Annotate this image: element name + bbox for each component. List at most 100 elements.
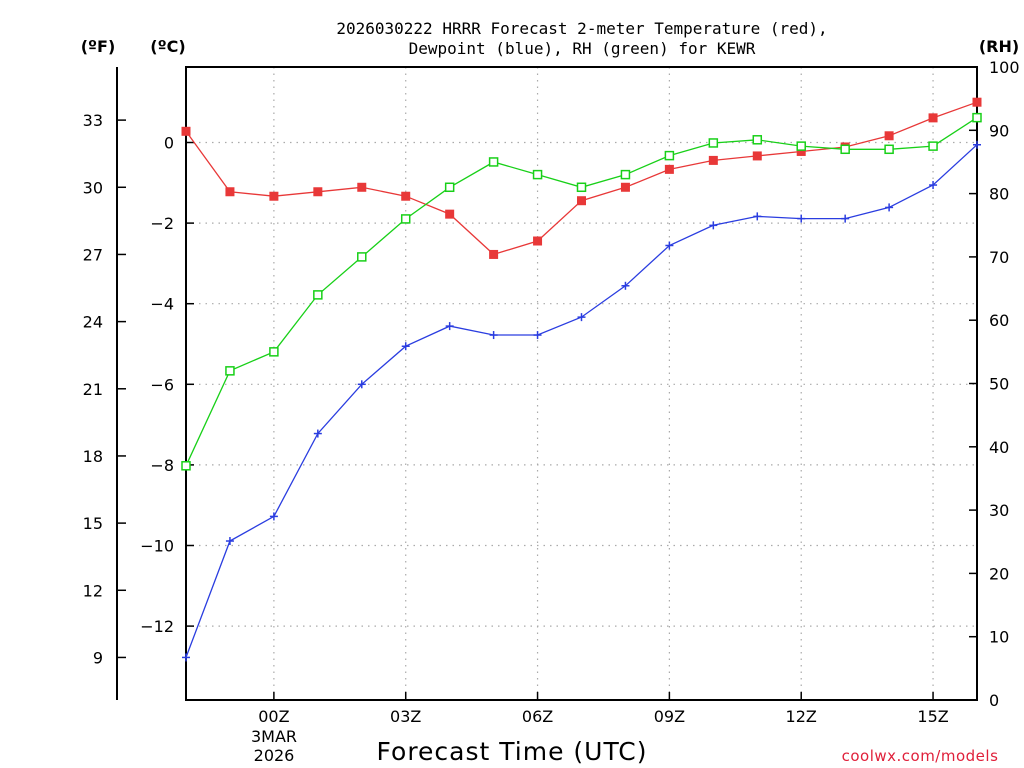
data-series <box>181 97 982 662</box>
rh-tick-label: 50 <box>989 375 1009 394</box>
rh-point <box>840 144 850 155</box>
dewpoint-point <box>445 322 454 331</box>
rh-tick-label: 80 <box>989 185 1009 204</box>
dewpoint-point <box>709 221 718 230</box>
rh-point <box>928 141 938 151</box>
dewpoint-point <box>577 313 586 322</box>
temperature-point <box>884 131 894 141</box>
dewpoint-point <box>401 342 410 351</box>
rh-tick-label: 100 <box>989 58 1020 77</box>
credit-link[interactable]: coolwx.com/models <box>842 747 999 765</box>
celsius-tick-label: −4 <box>150 295 174 314</box>
dewpoint-point <box>797 214 806 223</box>
plot-frame <box>185 66 978 701</box>
chart-title-line-1: 2026030222 HRRR Forecast 2-meter Tempera… <box>336 19 827 38</box>
temperature-point <box>313 187 323 197</box>
chart-title-line-2: Dewpoint (blue), RH (green) for KEWR <box>409 39 756 58</box>
rh-point <box>664 150 675 161</box>
rh-tick-label: 0 <box>989 691 999 710</box>
fahrenheit-tick-label: 27 <box>83 245 103 264</box>
rh-point <box>796 141 806 151</box>
rh-point <box>225 366 235 376</box>
axes <box>116 66 978 701</box>
x-tick-label: 15Z <box>917 707 948 726</box>
rh-point <box>181 461 191 471</box>
series-line-dewpoint <box>185 144 978 658</box>
x-tick-label: 09Z <box>654 707 685 726</box>
date-label-year: 2026 <box>254 746 295 765</box>
temperature-point <box>357 182 367 192</box>
celsius-tick-label: −8 <box>150 456 174 475</box>
rh-point <box>576 182 587 193</box>
temperature-point <box>752 151 762 161</box>
x-tick-label: 03Z <box>390 707 421 726</box>
temperature-point <box>533 236 543 246</box>
temperature-point <box>972 97 982 107</box>
fahrenheit-tick-label: 18 <box>83 447 103 466</box>
series-rh <box>181 112 982 471</box>
axis-ticks: 333027242118151290−2−4−6−8−10−1201020304… <box>83 58 1020 726</box>
dewpoint-point <box>841 214 850 223</box>
dewpoint-point <box>885 203 894 212</box>
celsius-tick-label: 0 <box>164 134 174 153</box>
temperature-point <box>620 182 630 192</box>
series-line-rh <box>185 117 978 467</box>
celsius-unit-label: (ºC) <box>150 37 185 56</box>
temperature-point <box>708 155 718 165</box>
series-temperature <box>181 97 982 259</box>
temperature-point <box>401 191 411 201</box>
rh-point <box>884 144 894 155</box>
dewpoint-point <box>621 281 630 290</box>
date-label-day: 3MAR <box>251 727 297 746</box>
fahrenheit-tick-label: 9 <box>93 648 103 667</box>
temperature-point <box>225 187 235 197</box>
celsius-tick-label: −10 <box>140 537 174 556</box>
series-line-temperature <box>185 101 978 256</box>
dewpoint-point <box>269 512 278 521</box>
fahrenheit-tick-label: 30 <box>83 178 103 197</box>
fahrenheit-tick-label: 33 <box>83 111 103 130</box>
rh-tick-label: 30 <box>989 501 1009 520</box>
x-axis-title: Forecast Time (UTC) <box>377 737 648 766</box>
celsius-tick-label: −12 <box>140 617 174 636</box>
rh-unit-label: (RH) <box>979 37 1019 56</box>
temperature-point <box>445 209 455 219</box>
grid-lines <box>186 67 977 700</box>
temperature-point <box>664 164 674 174</box>
dewpoint-point <box>182 653 190 662</box>
dewpoint-point <box>929 181 938 190</box>
dewpoint-point <box>313 429 322 438</box>
temperature-point <box>489 249 499 259</box>
rh-tick-label: 60 <box>989 311 1009 330</box>
dewpoint-point <box>533 331 542 340</box>
dewpoint-point <box>225 537 234 546</box>
rh-point <box>357 252 367 262</box>
rh-point <box>488 157 499 167</box>
fahrenheit-tick-label: 12 <box>83 581 103 600</box>
rh-tick-label: 20 <box>989 564 1009 583</box>
rh-point <box>708 138 719 148</box>
rh-point <box>313 290 323 300</box>
temperature-point <box>928 113 938 123</box>
dewpoint-point <box>973 140 981 149</box>
dewpoint-point <box>357 380 366 389</box>
fahrenheit-unit-label: (ºF) <box>81 37 116 56</box>
rh-point <box>972 112 982 123</box>
series-dewpoint <box>182 140 981 662</box>
x-tick-label: 06Z <box>522 707 553 726</box>
celsius-tick-label: −2 <box>150 214 174 233</box>
fahrenheit-tick-label: 24 <box>83 313 103 332</box>
rh-point <box>400 214 411 224</box>
dewpoint-point <box>489 331 498 340</box>
rh-tick-label: 40 <box>989 438 1009 457</box>
rh-tick-label: 10 <box>989 628 1009 647</box>
dewpoint-point <box>665 241 674 250</box>
fahrenheit-tick-label: 15 <box>83 514 103 533</box>
temperature-point <box>577 196 586 206</box>
rh-point <box>269 347 279 357</box>
dewpoint-point <box>753 212 762 221</box>
temperature-point <box>181 126 191 136</box>
x-tick-label: 12Z <box>786 707 817 726</box>
rh-point <box>752 135 763 145</box>
